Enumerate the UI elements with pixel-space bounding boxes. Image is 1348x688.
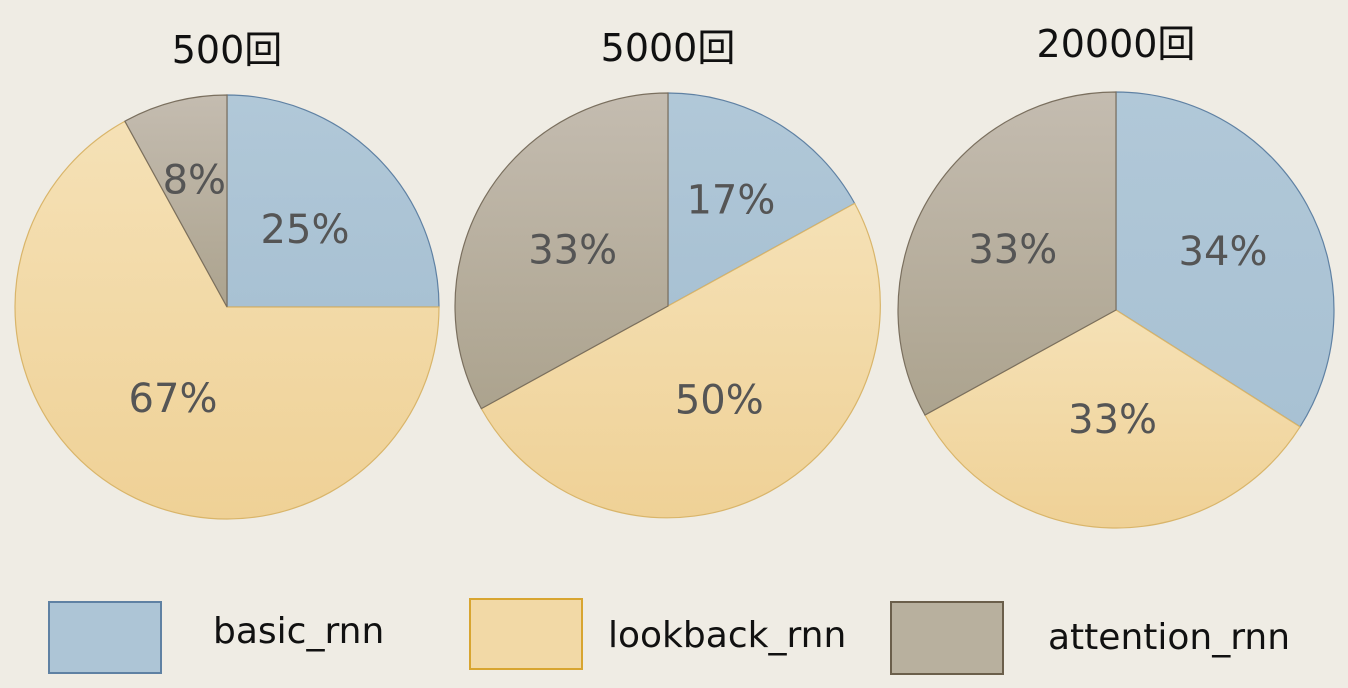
pie-chart-500: 25% 67% 8% [14, 94, 440, 520]
pie-label-attention-rnn: 33% [528, 228, 617, 274]
pie-label-basic-rnn: 17% [686, 178, 775, 224]
pie-label-lookback-rnn: 67% [129, 376, 218, 422]
pie-label-lookback-rnn: 33% [1068, 397, 1157, 443]
pie-slice-basic-rnn [667, 92, 856, 308]
pie-label-attention-rnn: 8% [163, 158, 226, 204]
chart-title-500: 500回 [172, 28, 283, 72]
legend-label-attention-rnn: attention_rnn [1048, 617, 1291, 658]
legend-label-lookback-rnn: lookback_rnn [608, 615, 847, 656]
legend-label-basic-rnn: basic_rnn [213, 611, 385, 652]
pie-label-attention-rnn: 33% [968, 227, 1057, 273]
pie-label-basic-rnn: 34% [1179, 229, 1268, 275]
pie-label-lookback-rnn: 50% [675, 377, 764, 423]
pie-slice-attention-rnn [454, 92, 669, 410]
pie-slice-attention-rnn [897, 91, 1117, 416]
legend-swatch-attention-rnn [890, 601, 1004, 675]
pie-slice-lookback-rnn [480, 202, 881, 519]
legend-swatch-lookback-rnn [469, 598, 583, 670]
pie-slice-attention-rnn [124, 94, 228, 308]
chart-title-5000: 5000回 [601, 26, 736, 70]
chart-title-20000: 20000回 [1037, 22, 1196, 66]
pie-slice-basic-rnn [1115, 91, 1335, 428]
pie-chart-20000: 34% 33% 33% [897, 91, 1335, 529]
pie-chart-5000: 17% 50% 33% [454, 92, 881, 519]
pie-slice-lookback-rnn [924, 309, 1301, 529]
pie-slice-basic-rnn [226, 94, 440, 308]
legend-swatch-basic-rnn [48, 601, 162, 674]
pie-label-basic-rnn: 25% [261, 207, 350, 253]
pie-slice-lookback-rnn [14, 120, 440, 520]
